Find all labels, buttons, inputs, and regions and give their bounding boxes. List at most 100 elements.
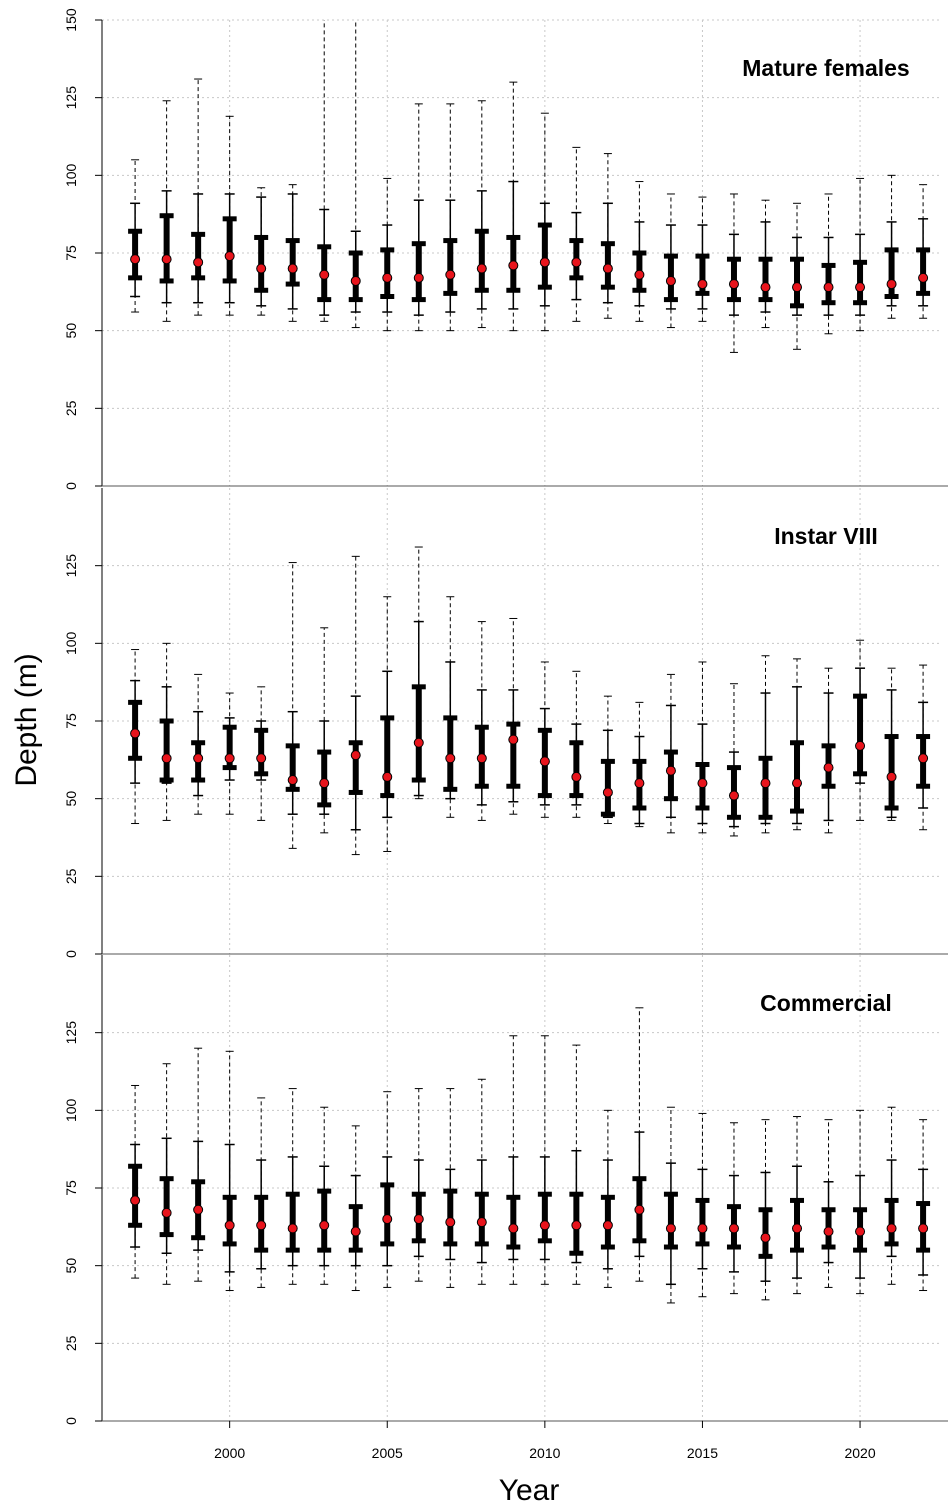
median-point <box>886 771 897 782</box>
y-tick-label: 25 <box>63 400 79 416</box>
y-tick-label: 75 <box>63 713 79 729</box>
median-point <box>728 279 739 290</box>
median-point <box>256 1220 267 1231</box>
y-axis-label: Depth (m) <box>10 653 43 786</box>
median-point <box>130 254 141 265</box>
median-point <box>350 275 361 286</box>
median-point <box>855 1226 866 1237</box>
panel-marks <box>128 20 931 353</box>
median-point <box>886 1223 897 1234</box>
median-point <box>697 279 708 290</box>
median-point <box>161 753 172 764</box>
median-point <box>193 1204 204 1215</box>
median-point <box>445 1217 456 1228</box>
median-point <box>634 778 645 789</box>
median-point <box>130 728 141 739</box>
median-point <box>918 1223 929 1234</box>
y-tick-label: 125 <box>63 86 79 110</box>
median-point <box>287 1223 298 1234</box>
y-tick-label: 100 <box>63 1098 79 1122</box>
y-tick-label: 50 <box>63 323 79 339</box>
x-axis-label: Year <box>499 1474 560 1506</box>
panel-title: Mature females <box>742 55 909 81</box>
panel-title: Commercial <box>760 990 892 1016</box>
median-point <box>760 282 771 293</box>
median-point <box>539 257 550 268</box>
median-point <box>823 1226 834 1237</box>
y-tick-label: 75 <box>63 245 79 261</box>
median-point <box>193 753 204 764</box>
median-point <box>413 1214 424 1225</box>
y-tick-label: 50 <box>63 1258 79 1274</box>
median-point <box>539 756 550 767</box>
median-point <box>855 740 866 751</box>
median-point <box>508 734 519 745</box>
median-point <box>508 260 519 271</box>
y-tick-label: 25 <box>63 868 79 884</box>
y-tick-label: 125 <box>63 554 79 578</box>
x-tick-label: 2010 <box>529 1445 560 1461</box>
y-tick-label: 0 <box>63 1417 79 1425</box>
median-point <box>823 762 834 773</box>
y-tick-label: 75 <box>63 1180 79 1196</box>
y-tick-label: 0 <box>63 950 79 958</box>
median-point <box>665 275 676 286</box>
median-point <box>634 1204 645 1215</box>
median-point <box>287 263 298 274</box>
median-point <box>571 257 582 268</box>
median-point <box>413 737 424 748</box>
median-point <box>602 787 613 798</box>
x-tick-label: 2015 <box>687 1445 718 1461</box>
median-point <box>161 254 172 265</box>
median-point <box>256 753 267 764</box>
median-point <box>792 1223 803 1234</box>
median-point <box>571 1220 582 1231</box>
median-point <box>602 1220 613 1231</box>
median-point <box>665 1223 676 1234</box>
median-point <box>476 1217 487 1228</box>
median-point <box>665 765 676 776</box>
panel-title: Instar VIII <box>774 523 878 549</box>
median-point <box>476 263 487 274</box>
median-point <box>918 753 929 764</box>
median-point <box>697 1223 708 1234</box>
median-point <box>697 778 708 789</box>
y-tick-label: 25 <box>63 1335 79 1351</box>
x-tick-label: 2005 <box>372 1445 403 1461</box>
median-point <box>445 753 456 764</box>
median-point <box>130 1195 141 1206</box>
median-point <box>224 251 235 262</box>
median-point <box>918 272 929 283</box>
median-point <box>161 1207 172 1218</box>
median-point <box>476 753 487 764</box>
y-tick-label: 0 <box>63 482 79 490</box>
y-tick-label: 100 <box>63 631 79 655</box>
y-tick-label: 125 <box>63 1021 79 1045</box>
median-point <box>823 282 834 293</box>
median-point <box>760 778 771 789</box>
median-point <box>445 269 456 280</box>
median-point <box>728 790 739 801</box>
median-point <box>224 753 235 764</box>
median-point <box>350 750 361 761</box>
y-tick-label: 150 <box>63 8 79 32</box>
y-tick-label: 100 <box>63 163 79 187</box>
median-point <box>287 775 298 786</box>
median-point <box>792 778 803 789</box>
median-point <box>792 282 803 293</box>
median-point <box>382 1214 393 1225</box>
median-point <box>193 257 204 268</box>
median-point <box>760 1232 771 1243</box>
median-point <box>571 771 582 782</box>
median-point <box>413 272 424 283</box>
x-tick-label: 2020 <box>844 1445 875 1461</box>
median-point <box>602 263 613 274</box>
panel-marks <box>128 1007 931 1304</box>
median-point <box>728 1223 739 1234</box>
x-tick-label: 2000 <box>214 1445 245 1461</box>
median-point <box>539 1220 550 1231</box>
median-point <box>855 282 866 293</box>
median-point <box>382 771 393 782</box>
median-point <box>319 1220 330 1231</box>
